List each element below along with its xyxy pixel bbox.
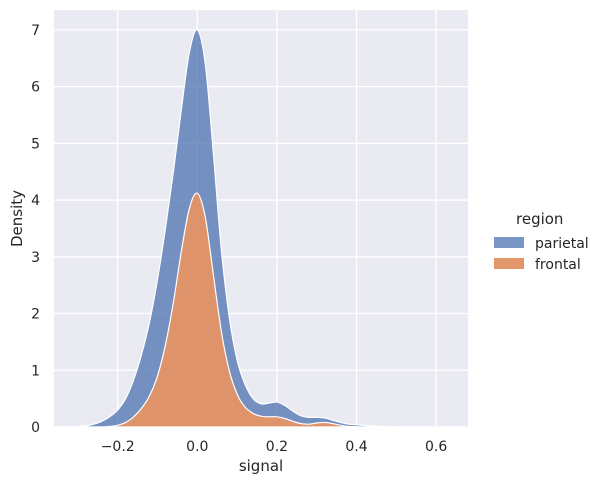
y-tick-label: 4 [31, 193, 40, 209]
x-tick-label: 0.6 [425, 439, 447, 455]
x-tick-labels: −0.2 0.0 0.2 0.4 0.6 [101, 439, 448, 455]
x-axis-label: signal [239, 457, 283, 475]
y-tick-label: 2 [31, 307, 40, 323]
x-tick-label: 0.2 [266, 439, 288, 455]
legend-swatch-frontal [494, 258, 524, 269]
legend-swatch-parietal [494, 237, 524, 248]
density-areas [65, 29, 405, 428]
plot-background [54, 10, 468, 427]
frontal-density-area [65, 192, 405, 428]
legend-items: parietal frontal [494, 236, 589, 273]
y-tick-label: 5 [31, 136, 40, 152]
y-tick-label: 6 [31, 80, 40, 96]
y-tick-label: 3 [31, 250, 40, 266]
parietal-density-area [65, 29, 405, 428]
legend-label-parietal: parietal [535, 236, 589, 252]
x-tick-label: −0.2 [101, 439, 135, 455]
y-tick-label: 7 [31, 23, 40, 39]
y-axis-label: Density [8, 190, 26, 247]
x-tick-label: 0.0 [186, 439, 208, 455]
x-tick-label: 0.4 [345, 439, 367, 455]
legend-title: region [516, 210, 563, 228]
y-tick-label: 1 [31, 363, 40, 379]
y-tick-label: 0 [31, 420, 40, 436]
legend: region parietal frontal [494, 210, 589, 273]
y-tick-labels: 0 1 2 3 4 5 6 7 [31, 23, 40, 436]
legend-label-frontal: frontal [535, 257, 581, 273]
